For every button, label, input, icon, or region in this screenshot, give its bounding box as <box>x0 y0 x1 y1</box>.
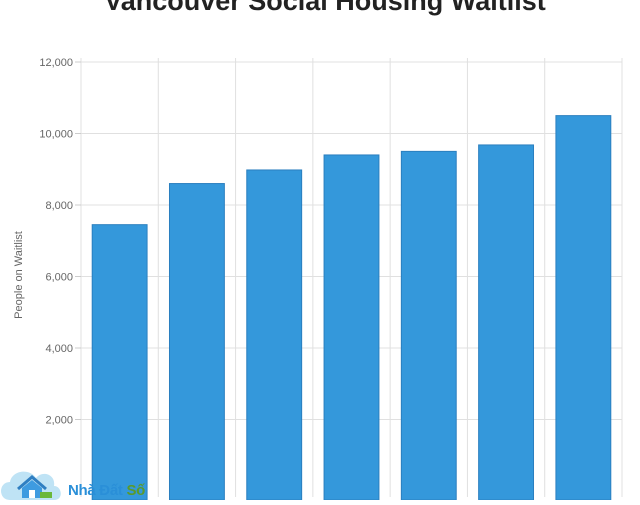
y-tick-label: 8,000 <box>45 200 73 212</box>
cloud-house-icon <box>1 471 61 500</box>
watermark-text-accent: Số <box>126 482 146 499</box>
y-axis-title: People on Waitlist <box>13 231 25 319</box>
bar <box>246 169 303 500</box>
bars <box>91 115 612 500</box>
y-tick-label: 4,000 <box>45 343 73 355</box>
y-tick-label: 6,000 <box>45 272 73 284</box>
bar <box>91 224 148 500</box>
chart-title: Vancouver Social Housing Waitlist <box>104 0 546 16</box>
y-tick-label: 2,000 <box>45 415 73 427</box>
bar <box>478 144 535 500</box>
bar <box>323 154 380 500</box>
y-tick-label: 10,000 <box>39 129 73 141</box>
y-tick-label: 12,000 <box>39 57 73 69</box>
watermark-text: Nhà Đất Số <box>68 482 145 499</box>
bar <box>555 115 612 500</box>
watermark-logo: Nhà Đất Số <box>0 462 160 500</box>
bar <box>400 150 457 500</box>
watermark-text-primary: Nhà Đất <box>68 482 127 499</box>
y-axis-ticks: 2,000 4,000 6,000 8,000 10,000 12,000 <box>39 57 81 427</box>
bar <box>168 183 225 500</box>
